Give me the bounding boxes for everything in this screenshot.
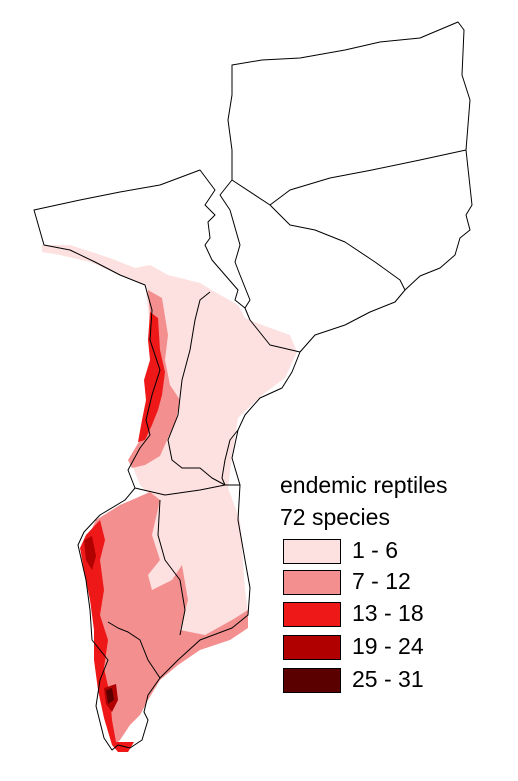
richness-layer	[42, 245, 297, 752]
legend-swatch-5	[283, 668, 341, 693]
province-border	[221, 429, 240, 486]
legend-label-1: 1 - 6	[352, 537, 399, 563]
province-border	[269, 149, 467, 206]
richness-class-19-24	[84, 536, 96, 570]
legend-title: endemic reptiles	[280, 472, 448, 498]
province-border	[244, 307, 301, 353]
province-boundaries	[33, 21, 473, 751]
legend-label-4: 19 - 24	[352, 633, 424, 659]
legend-subtitle: 72 species	[280, 504, 390, 530]
province-border	[134, 484, 226, 496]
legend-swatch-2	[283, 570, 341, 595]
province-border	[231, 179, 406, 291]
country-outline	[33, 21, 473, 751]
richness-class-13-18	[138, 312, 165, 442]
richness-class-7-12	[84, 492, 248, 745]
legend-swatch-3	[283, 602, 341, 627]
province-border	[167, 291, 226, 486]
legend-swatch-1	[283, 539, 341, 564]
province-border	[157, 499, 186, 636]
richness-class-25-31	[106, 688, 114, 704]
legend-swatch-4	[283, 635, 341, 660]
legend-label-2: 7 - 12	[352, 568, 411, 594]
province-border	[107, 621, 161, 679]
legend-label-5: 25 - 31	[352, 666, 424, 692]
richness-class-13-18	[80, 520, 134, 752]
legend-label-3: 13 - 18	[352, 600, 424, 626]
